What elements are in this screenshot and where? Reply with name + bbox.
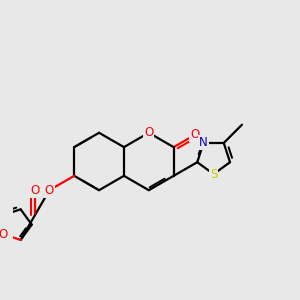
Text: N: N	[199, 136, 208, 149]
Text: S: S	[210, 168, 217, 181]
Text: O: O	[190, 128, 200, 141]
Text: O: O	[0, 228, 7, 241]
Text: O: O	[30, 184, 40, 197]
Text: O: O	[144, 126, 153, 139]
Text: O: O	[45, 184, 54, 197]
